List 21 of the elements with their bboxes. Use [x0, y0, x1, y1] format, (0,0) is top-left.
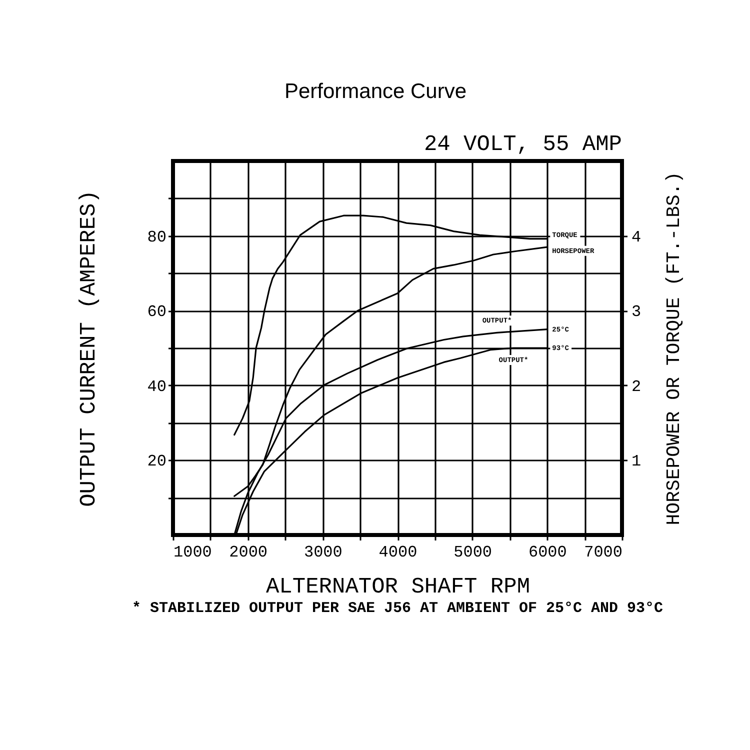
text: * STABILIZED OUTPUT PER SAE J56 AT AMBIENT OF 25°C AND 93°C: [132, 600, 664, 617]
y-tick-label: 60: [147, 303, 166, 322]
y-tick-label: 40: [147, 378, 166, 396]
y2-tick-label: 4: [632, 228, 642, 246]
y2-tick-label: 1: [632, 452, 642, 471]
y2-tick-label: 2: [632, 378, 642, 396]
chart-subtitle: 24 VOLT, 55 AMP: [424, 132, 622, 157]
x-tick-label: 5000: [454, 544, 492, 562]
x-tick-label: 3000: [304, 544, 342, 562]
y2-axis-title: HORSEPOWER OR TORQUE (FT.-LBS.): [663, 172, 686, 526]
y-tick-label: 80: [147, 228, 166, 246]
y-axis-title: OUTPUT CURRENT (AMPERES): [76, 190, 102, 507]
y2-tick-label: 3: [632, 303, 642, 322]
y-tick-label: 20: [147, 452, 166, 471]
x-tick-label: 4000: [378, 544, 418, 562]
x-tick-label: 6000: [528, 544, 567, 562]
chart-title: Performance Curve: [284, 80, 467, 103]
x-axis-title: ALTERNATOR SHAFT RPM: [266, 574, 530, 600]
x-tick-label: 1000: [174, 544, 212, 562]
x-tick-label: 7000: [584, 544, 622, 562]
x-tick-label: 2000: [229, 544, 268, 562]
